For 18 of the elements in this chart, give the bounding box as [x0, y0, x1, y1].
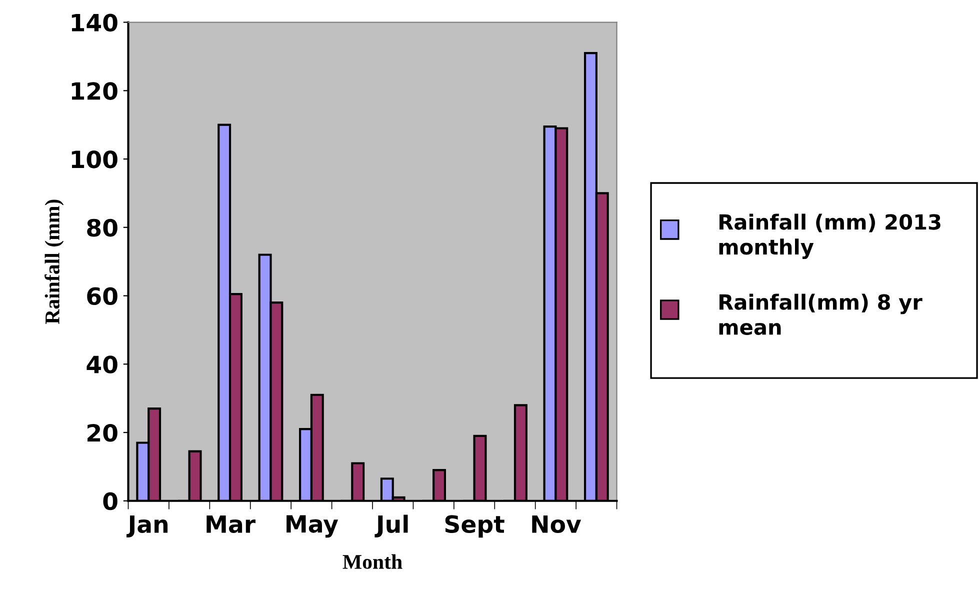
y-tick-label: 0	[103, 492, 118, 510]
y-tick-label: 40	[86, 356, 118, 374]
y-tick-label: 120	[72, 82, 118, 100]
x-tick-label: Nov	[532, 515, 582, 534]
y-tick-label: 20	[88, 424, 118, 442]
x-tick-label: Sept	[445, 515, 504, 538]
y-tick-label: 100	[72, 150, 118, 168]
x-tick-label: Jan	[126, 515, 168, 538]
x-axis-title: Month	[342, 554, 402, 569]
x-tick-label: Mar	[206, 515, 256, 534]
y-axis-title: Rainfall (mm)	[44, 200, 64, 324]
y-tick-label: 80	[87, 218, 118, 237]
legend-label: Rainfall(mm) 8 yr mean	[719, 294, 922, 335]
x-tick-label: Jul	[374, 514, 408, 538]
y-tick-label: 140	[72, 14, 118, 32]
legend-label: Rainfall (mm) 2013 monthly	[719, 214, 940, 259]
y-tick-label: 60	[87, 287, 118, 306]
x-tick-label: May	[286, 515, 338, 538]
